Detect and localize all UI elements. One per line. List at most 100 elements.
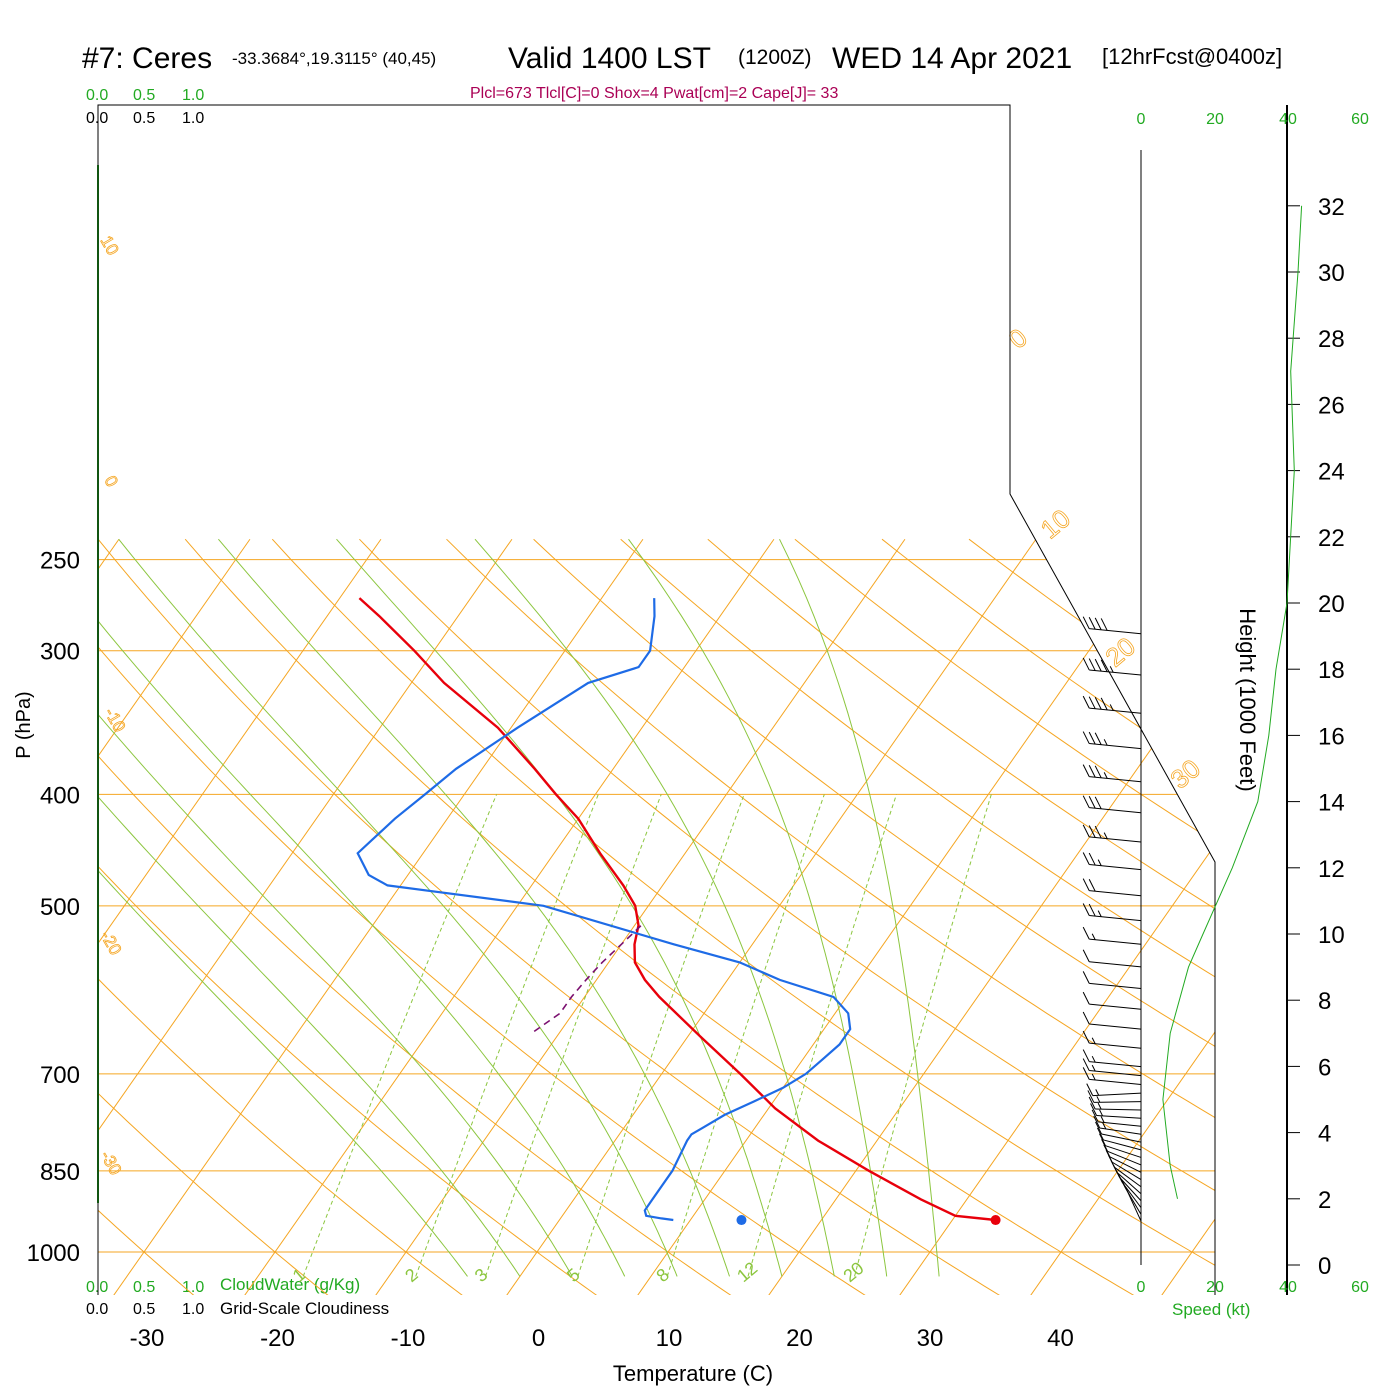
- station-title: #7: Ceres: [82, 42, 212, 75]
- dry-adiabat-label-3: -20: [97, 928, 126, 959]
- wind-barb-flag-11-0: [1095, 1121, 1102, 1135]
- wind-barb-staff-2: [1121, 1181, 1142, 1208]
- cloud-scale-top-0: 0.0: [86, 87, 108, 104]
- zulu-time: (1200Z): [738, 46, 812, 69]
- dry-adiabat-label-1: 0: [101, 473, 122, 491]
- wind-barb-flag-24-0: [1082, 971, 1090, 984]
- isotherm-20: [765, 538, 1215, 1295]
- wind-barb-flag-35-3: [1100, 659, 1108, 672]
- wind-barb-11: [1095, 1121, 1142, 1143]
- cloud-scale-top2-2: 1.0: [182, 110, 204, 127]
- wind-barb-36: [1082, 616, 1142, 635]
- wind-barb-2: [1115, 1170, 1142, 1208]
- dry-adiabat-label-6: 10: [1035, 503, 1076, 545]
- cloud-scale-bottom2-2: 1.0: [182, 1301, 204, 1318]
- wind-barb-23: [1082, 991, 1142, 1010]
- dewpoint-line: [356, 598, 852, 1222]
- wind-barb-half-27: [1097, 910, 1102, 917]
- cloud-scale-bottom-1: 0.5: [133, 1279, 155, 1296]
- wind-barb-staff-28: [1089, 890, 1142, 897]
- wind-barb-staff-25: [1089, 961, 1142, 968]
- wind-barb-flag-35-1: [1088, 658, 1096, 671]
- wind-barb-15: [1088, 1096, 1142, 1111]
- wind-barb-flag-12-0: [1093, 1115, 1101, 1129]
- moist-adiabat-4: [98, 538, 573, 1277]
- wind-barb-staff-14: [1096, 1115, 1142, 1119]
- height-tick-22: 22: [1318, 525, 1345, 552]
- wind-barb-flag-28-0: [1082, 878, 1090, 891]
- x-tick--10: -10: [391, 1325, 426, 1352]
- wind-barb-31: [1082, 795, 1142, 814]
- wind-barb-half-17: [1095, 1089, 1100, 1096]
- wind-barb-10: [1096, 1127, 1142, 1151]
- wind-barb-half-33: [1103, 739, 1108, 746]
- wind-barb-staff-6: [1111, 1161, 1142, 1180]
- speed-tick-top-20: 20: [1206, 111, 1224, 128]
- wind-barb-staff-27: [1089, 914, 1142, 922]
- wind-barb-staff-26: [1089, 938, 1142, 945]
- isotherm--60: [98, 538, 251, 1295]
- wind-barb-flag-29-0: [1082, 852, 1090, 865]
- dry-adiabat-10: [98, 538, 738, 1295]
- dry-adiabat-60: [359, 538, 1215, 1295]
- stability-indices: Plcl=673 Tlcl[C]=0 Shox=4 Pwat[cm]=2 Cap…: [470, 85, 838, 102]
- height-tick-4: 4: [1318, 1121, 1331, 1148]
- mixing-ratio-line-1: [302, 794, 498, 1277]
- moist-adiabat--4: [98, 538, 468, 1277]
- wind-barb-flag-26-0: [1082, 926, 1090, 940]
- wind-barb-half-18: [1091, 1073, 1096, 1081]
- grid-layer: [98, 538, 1400, 1299]
- wind-barb-27: [1082, 903, 1142, 922]
- isotherm-40: [1027, 538, 1215, 1295]
- height-axis-label: Height (1000 Feet): [1235, 608, 1260, 791]
- dry-adiabat-label-5: 0: [1003, 322, 1033, 354]
- wind-barb-flag-30-0: [1082, 824, 1090, 838]
- pressure-tick-850: 850: [40, 1159, 80, 1186]
- wind-barb-staff-30: [1089, 836, 1142, 843]
- temperature-line: [358, 597, 996, 1222]
- wind-barb-staff-34: [1089, 707, 1142, 714]
- wind-barb-staff-17: [1092, 1092, 1142, 1097]
- wind-barb-flag-34-3: [1100, 697, 1108, 711]
- isotherm-60: [1290, 539, 1400, 1299]
- moist-adiabat-12: [118, 538, 678, 1277]
- wind-barb-half-15: [1097, 1102, 1102, 1110]
- wind-barb-flag-31-0: [1082, 795, 1090, 808]
- wind-barb-staff-10: [1103, 1139, 1142, 1151]
- cloud-scale-bottom2-1: 0.5: [133, 1301, 155, 1318]
- wind-barb-staff-9: [1105, 1145, 1142, 1158]
- mixing-ratio-line-20: [854, 794, 992, 1277]
- height-tick-16: 16: [1318, 723, 1345, 750]
- wind-barb-flag-23-0: [1082, 991, 1090, 1005]
- pressure-tick-400: 400: [40, 782, 80, 809]
- mixing-ratio-line-12: [747, 794, 897, 1277]
- dry-adiabat--10: [98, 538, 469, 1295]
- wind-barb-staff-33: [1089, 743, 1142, 750]
- wind-barb-flag-27-1: [1088, 903, 1096, 917]
- isotherm--10: [372, 538, 906, 1295]
- wind-barb-flag-31-2: [1094, 796, 1102, 810]
- wind-barb-21: [1082, 1030, 1142, 1049]
- speed-tick-bottom-20: 20: [1206, 1279, 1224, 1296]
- wind-barb-13: [1091, 1109, 1142, 1127]
- wind-barb-34: [1082, 695, 1142, 714]
- wind-barb-staff-18: [1089, 1078, 1142, 1085]
- x-tick-10: 10: [656, 1325, 683, 1352]
- wind-barb-16: [1087, 1090, 1142, 1103]
- wind-barb-flag-27-0: [1082, 903, 1090, 916]
- height-tick-2: 2: [1318, 1187, 1331, 1214]
- height-tick-30: 30: [1318, 260, 1345, 287]
- wind-barb-staff-21: [1089, 1042, 1142, 1049]
- x-tick--30: -30: [130, 1325, 165, 1352]
- wind-barb-half-16: [1096, 1096, 1101, 1103]
- wind-barb-flag-33-1: [1088, 731, 1096, 745]
- speed-tick-top-40: 40: [1279, 111, 1297, 128]
- wind-barb-flag-28-1: [1088, 878, 1096, 892]
- wind-barb-half-29: [1097, 859, 1102, 866]
- dry-adiabat--30: [98, 538, 200, 1295]
- dry-adiabat-label-2: -10: [101, 705, 130, 736]
- station-coords: -33.3684°,19.3115° (40,45): [232, 49, 436, 68]
